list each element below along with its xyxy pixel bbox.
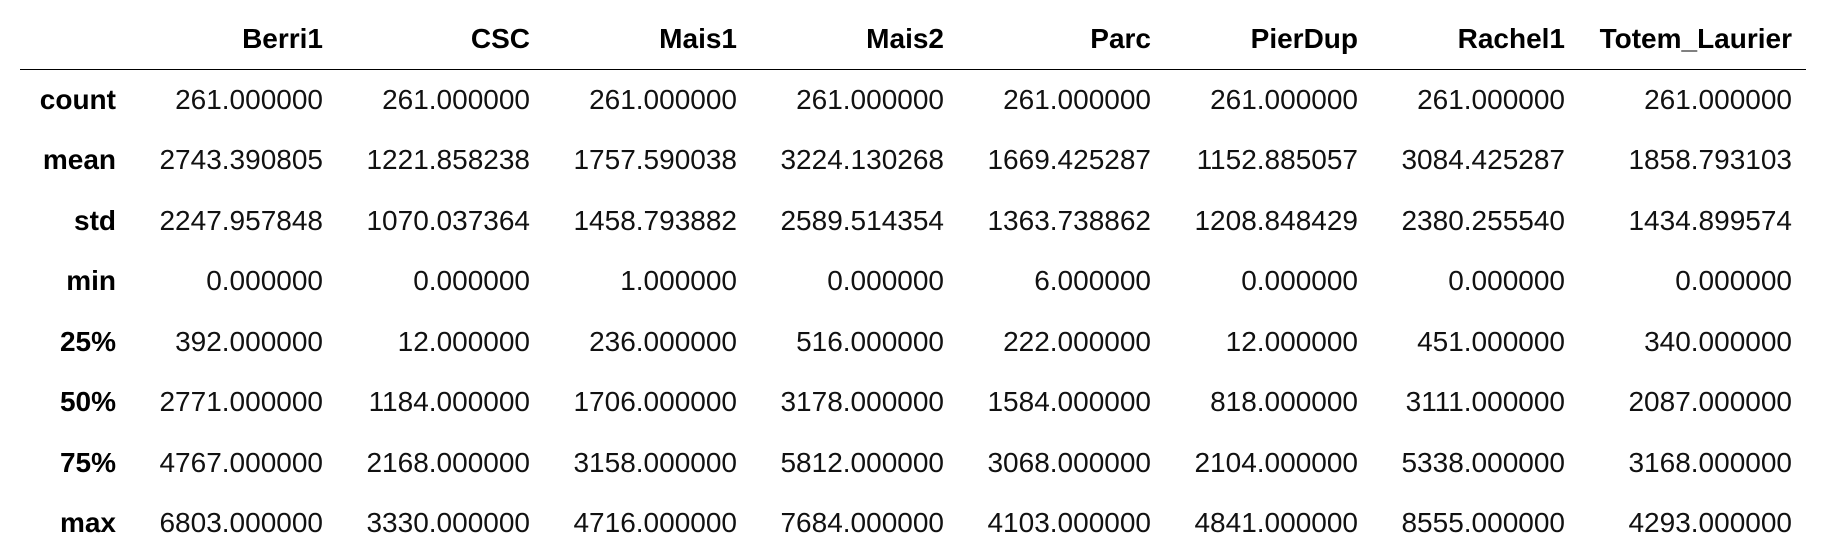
column-header: CSC [337,12,544,70]
column-header: Parc [958,12,1165,70]
table-cell: 3224.130268 [780,144,944,176]
table-cell: 0.000000 [206,265,323,297]
table-cell: 0.000000 [827,265,944,297]
table-row: max 6803.000000 3330.000000 4716.000000 7684… [20,493,1806,554]
table-cell: 818.000000 [1210,386,1358,418]
row-label: min [66,265,116,297]
table-row: mean 2743.390805 1221.858238 1757.590038 322… [20,130,1806,191]
table-header-row: Berri1 CSC Mais1 Mais2 Parc PierDup Rachel1 Tot… [20,12,1806,70]
table-cell: 0.000000 [1241,265,1358,297]
column-header: Mais2 [751,12,958,70]
table-cell: 2087.000000 [1628,386,1792,418]
table-cell: 2589.514354 [780,204,944,236]
table-cell: 2168.000000 [366,446,530,478]
table-cell: 3178.000000 [780,386,944,418]
table-cell: 12.000000 [1225,325,1358,357]
table-cell: 1221.858238 [366,144,530,176]
table-row: 25% 392.000000 12.000000 236.000000 516.0000… [20,312,1806,373]
table-cell: 261.000000 [1417,84,1565,115]
table-cell: 236.000000 [589,325,737,357]
table-cell: 1070.037364 [366,204,530,236]
table-cell: 261.000000 [382,84,530,115]
table-row: 50% 2771.000000 1184.000000 1706.000000 3178… [20,372,1806,433]
table-cell: 0.000000 [1675,265,1792,297]
table-cell: 1706.000000 [573,386,737,418]
row-label: max [59,507,116,539]
table-cell: 6803.000000 [159,507,323,539]
table-cell: 516.000000 [796,325,944,357]
table-cell: 4293.000000 [1628,507,1792,539]
table-cell: 261.000000 [1210,84,1358,115]
table-cell: 6.000000 [1034,265,1151,297]
column-header: Rachel1 [1372,12,1579,70]
table-cell: 3084.425287 [1401,144,1565,176]
table-cell: 5812.000000 [780,446,944,478]
table-cell: 1458.793882 [573,204,737,236]
column-header: Mais1 [544,12,751,70]
table-cell: 1363.738862 [987,204,1151,236]
table-cell: 261.000000 [796,84,944,115]
table-cell: 3111.000000 [1405,386,1565,418]
table-cell: 2743.390805 [159,144,323,176]
table-cell: 261.000000 [589,84,737,115]
column-header: Totem_Laurier [1579,12,1806,70]
table-cell: 4767.000000 [159,446,323,478]
table-cell: 2380.255540 [1401,204,1565,236]
column-header: PierDup [1165,12,1372,70]
column-header: Berri1 [130,12,337,70]
table-cell: 1.000000 [620,265,737,297]
index-header [20,12,130,70]
row-label: 50% [59,386,116,418]
table-cell: 340.000000 [1644,325,1792,357]
table-cell: 222.000000 [1003,325,1151,357]
table-row: std 2247.957848 1070.037364 1458.793882 2589… [20,191,1806,252]
table-row: min 0.000000 0.000000 1.000000 0.000000 6.000… [20,251,1806,312]
summary-statistics-table: Berri1 CSC Mais1 Mais2 Parc PierDup Rachel1 Tot… [20,12,1806,554]
table-cell: 3168.000000 [1628,446,1792,478]
table-cell: 8555.000000 [1401,507,1565,539]
table-cell: 3068.000000 [987,446,1151,478]
table-cell: 1152.885057 [1196,144,1358,176]
row-label: mean [42,144,116,176]
table-row: count 261.000000 261.000000 261.000000 261.0… [20,70,1806,131]
table-cell: 1434.899574 [1628,204,1792,236]
row-label: count [39,84,116,115]
table-cell: 451.000000 [1417,325,1565,357]
table-body: count 261.000000 261.000000 261.000000 261.0… [20,70,1806,554]
table-cell: 1858.793103 [1628,144,1792,176]
table-cell: 261.000000 [1003,84,1151,115]
table-cell: 261.000000 [175,84,323,115]
table-cell: 392.000000 [175,325,323,357]
table-cell: 7684.000000 [780,507,944,539]
table-cell: 4103.000000 [987,507,1151,539]
row-label: std [74,204,116,236]
table-cell: 4716.000000 [573,507,737,539]
table-row: 75% 4767.000000 2168.000000 3158.000000 5812… [20,433,1806,494]
table-cell: 2104.000000 [1194,446,1358,478]
table-cell: 261.000000 [1644,84,1792,115]
table-cell: 1184.000000 [368,386,530,418]
row-label: 25% [59,325,116,357]
table-cell: 4841.000000 [1194,507,1358,539]
table-cell: 1757.590038 [573,144,737,176]
table-cell: 1208.848429 [1194,204,1358,236]
table-cell: 1669.425287 [987,144,1151,176]
table-cell: 0.000000 [1448,265,1565,297]
table-cell: 0.000000 [413,265,530,297]
row-label: 75% [59,446,116,478]
table-cell: 3330.000000 [366,507,530,539]
table-cell: 1584.000000 [987,386,1151,418]
table-cell: 12.000000 [397,325,530,357]
table-cell: 5338.000000 [1401,446,1565,478]
table-cell: 2247.957848 [159,204,323,236]
table-cell: 3158.000000 [573,446,737,478]
table-cell: 2771.000000 [159,386,323,418]
